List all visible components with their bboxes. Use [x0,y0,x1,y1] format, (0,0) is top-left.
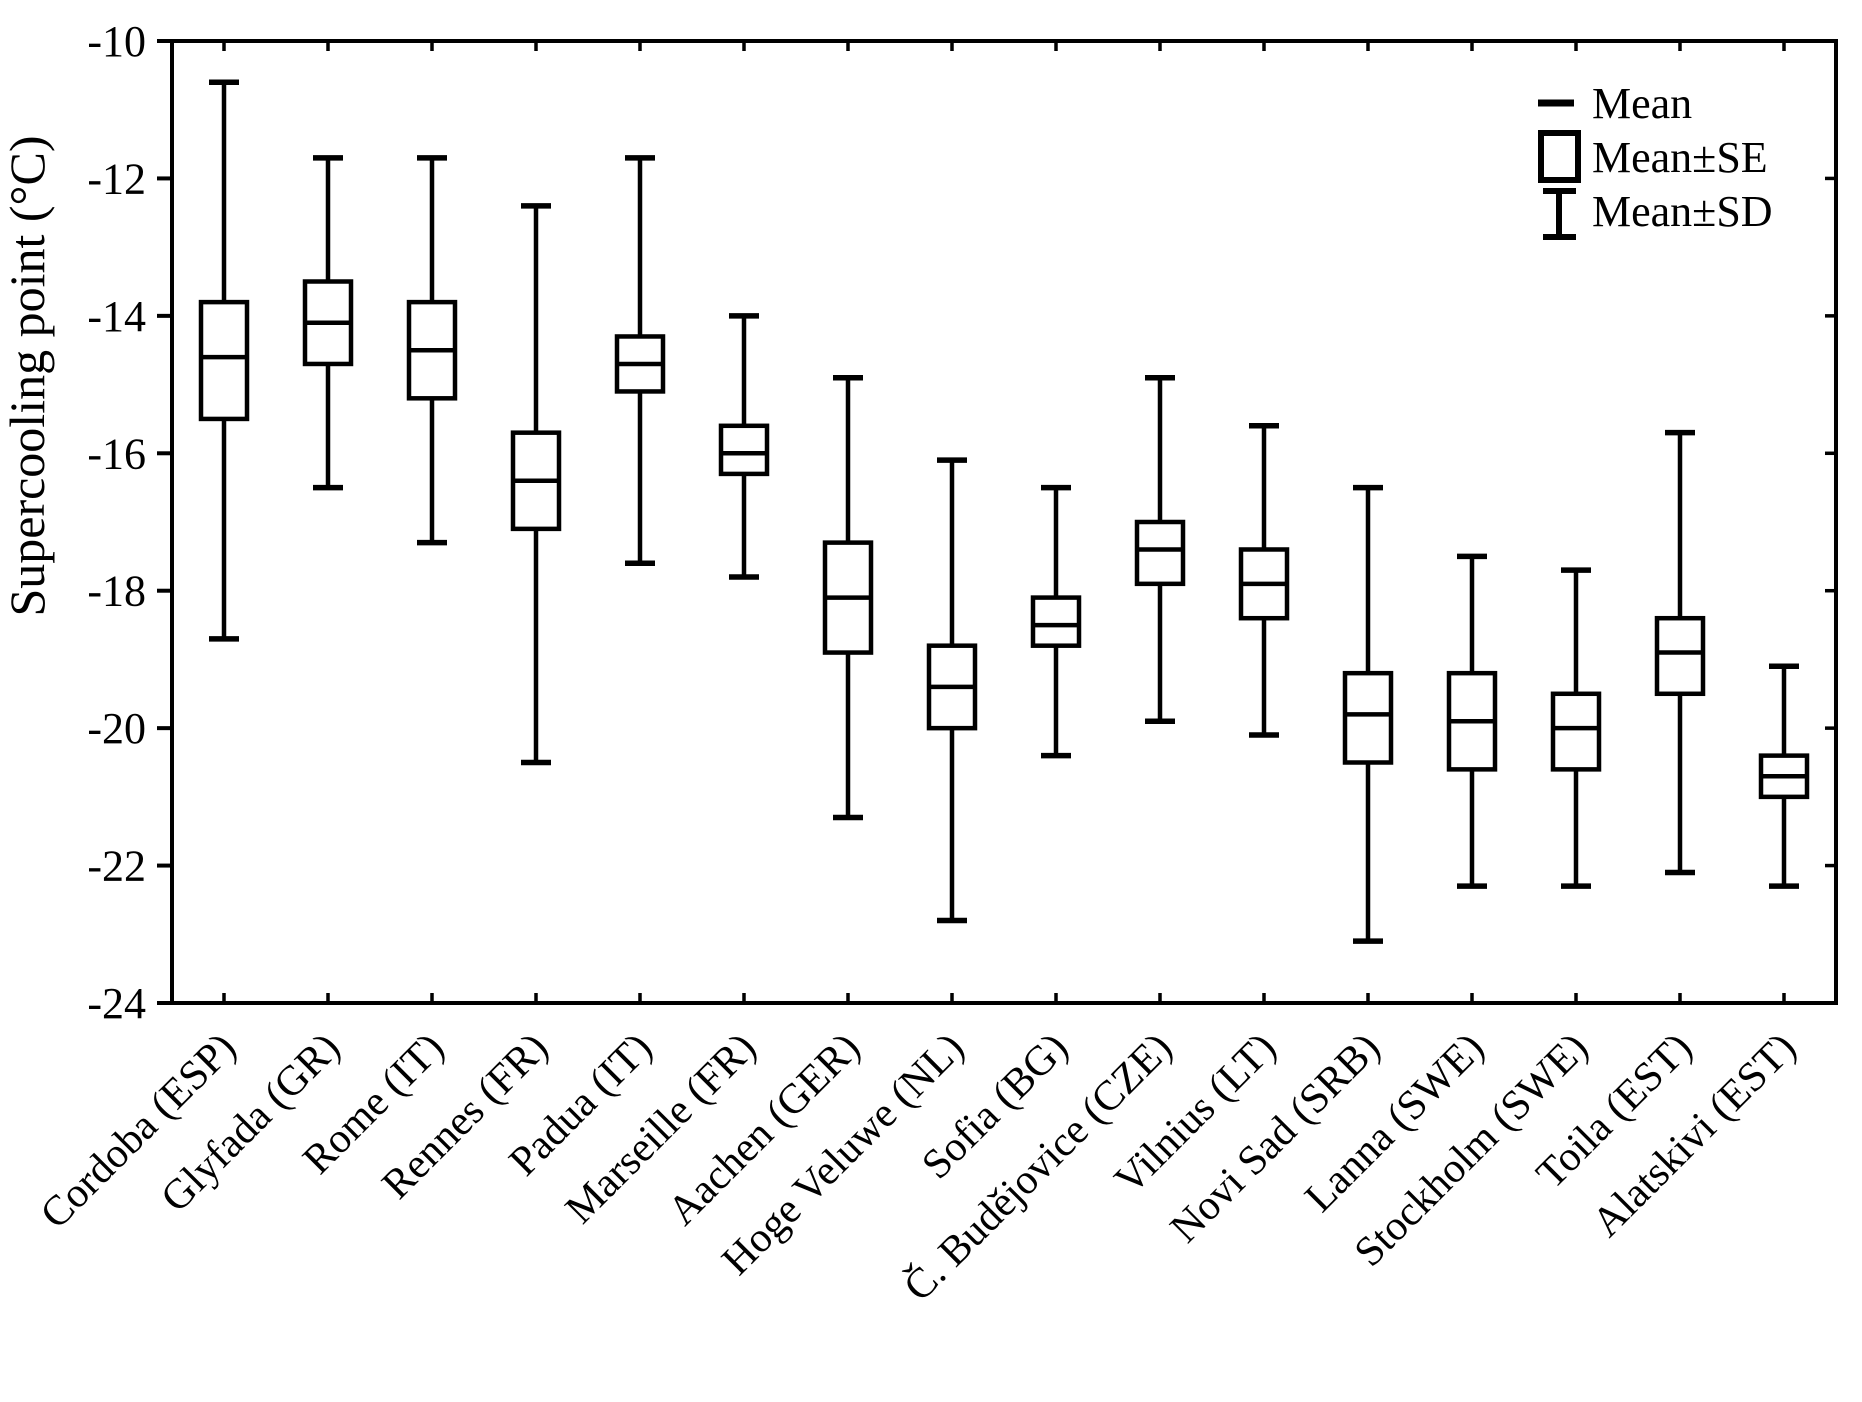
box-plot [614,155,666,566]
se-box [1654,615,1706,697]
box-plot [406,155,458,546]
box-plot [302,155,354,491]
box-plots [198,79,1810,944]
box-plot [1342,484,1394,944]
se-box [1550,691,1602,772]
x-axis-category-labels: Cordoba (ESP)Glyfada (GR)Rome (IT)Rennes… [32,1024,1805,1310]
legend-label-mean: Mean [1592,79,1692,128]
y-axis-title: Supercooling point (°C) [0,135,55,616]
y-tick-label: -14 [87,292,146,341]
legend-label-mean-se: Mean±SE [1592,133,1768,182]
y-tick-label: -20 [87,704,146,753]
axis-ticks [157,39,1835,1005]
plot-frame [170,39,1838,1005]
legend-item-mean-sd: Mean±SD [1543,187,1773,240]
y-tick-label: -22 [87,842,146,891]
se-box [198,299,250,422]
y-tick-label: -16 [87,429,146,478]
y-tick-label: -12 [87,154,146,203]
box-plot [510,203,562,766]
box-plot [1446,553,1498,889]
box-plot [1030,484,1082,759]
legend-item-mean-se: Mean±SE [1538,130,1768,183]
box-plot [718,313,770,580]
box-plot [926,457,978,924]
y-tick-label: -18 [87,567,146,616]
se-box [1342,670,1394,765]
sd-whisker-icon [1543,188,1576,240]
se-box [718,423,770,477]
legend-label-mean-sd: Mean±SD [1592,187,1773,236]
box-plot [198,79,250,642]
se-box-icon [1538,130,1581,183]
se-box [1134,519,1186,587]
legend: Mean Mean±SE Mean±SD [1538,79,1773,240]
box-plot [1758,663,1810,889]
box-plot [1654,429,1706,876]
box-plot [1134,374,1186,725]
box-plot [822,374,874,821]
box-plot [1550,567,1602,889]
legend-item-mean: Mean [1538,79,1692,128]
y-axis-tick-labels: -10 -12 -14 -16 -18 -20 -22 -24 [87,17,146,1028]
y-tick-label: -24 [87,979,146,1028]
box-plot [1238,423,1290,738]
se-box [1030,595,1082,648]
y-tick-label: -10 [87,17,146,66]
